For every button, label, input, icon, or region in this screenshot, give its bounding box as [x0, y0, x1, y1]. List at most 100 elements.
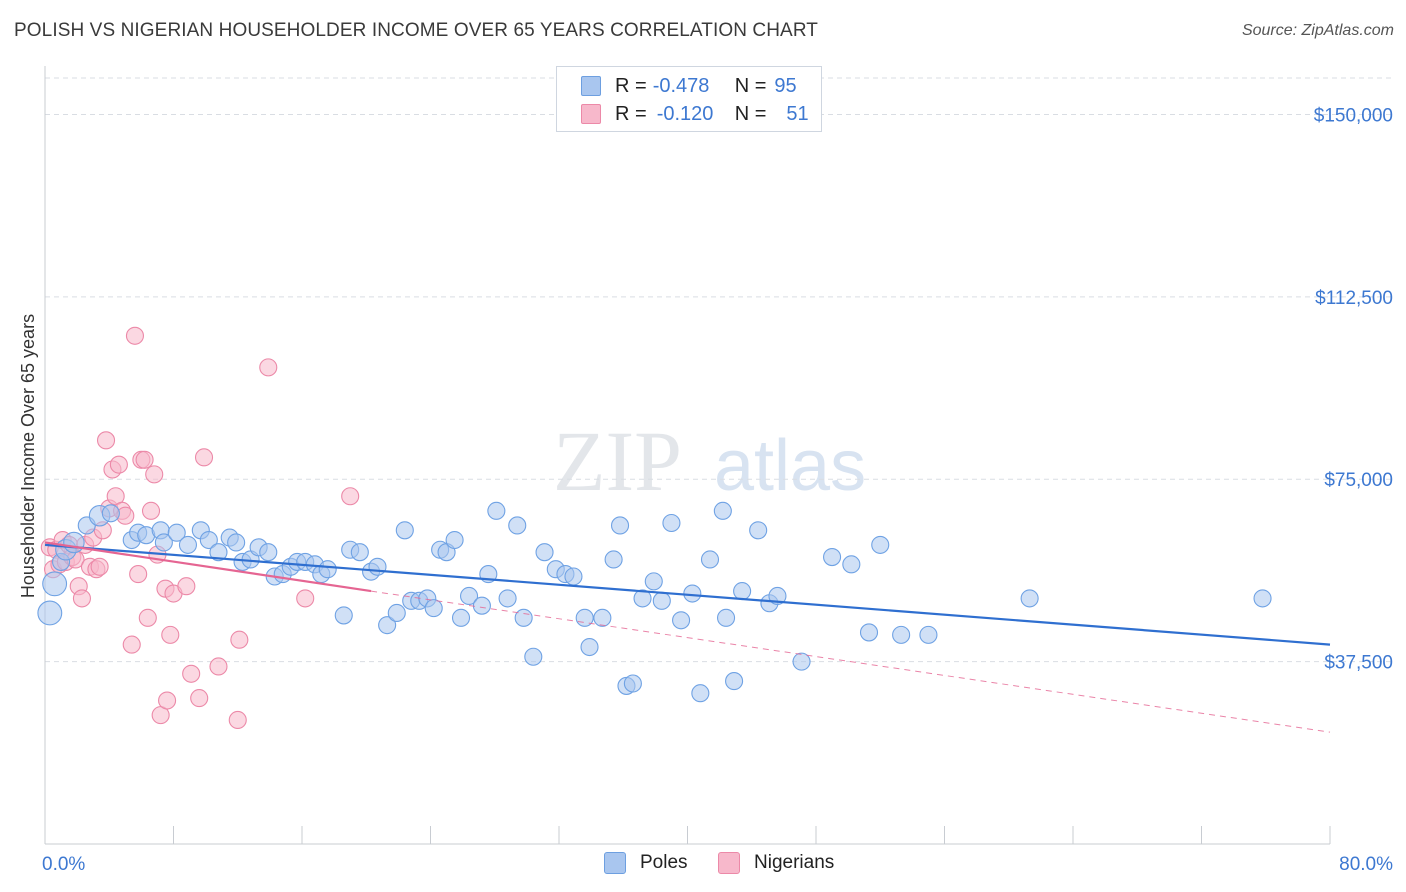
poles-point — [227, 533, 246, 552]
nigerians-point — [122, 635, 141, 654]
poles-point — [259, 543, 278, 562]
n-label: N = — [734, 102, 767, 125]
poles-point — [604, 550, 623, 569]
poles-point — [683, 584, 702, 603]
nigerians-point — [158, 691, 177, 710]
poles-legend-label: Poles — [640, 852, 688, 873]
y-tick-label: $37,500 — [1324, 653, 1393, 674]
nigerians-trend-extension — [370, 590, 1331, 733]
poles-point — [472, 596, 491, 615]
poles-point — [459, 586, 479, 606]
nigerians-point — [177, 577, 196, 596]
legend-item-nigerians[interactable]: Nigerians — [718, 852, 834, 874]
poles-swatch — [581, 76, 601, 96]
nigerians-point — [90, 557, 109, 576]
poles-point — [334, 606, 353, 625]
x-tick-label-max: 80.0% — [1339, 854, 1393, 875]
n-label: N = — [734, 74, 767, 97]
poles-point — [387, 603, 406, 623]
poles-point — [700, 550, 720, 569]
poles-point — [733, 582, 752, 601]
poles-legend-swatch — [604, 852, 626, 874]
poles-point — [167, 523, 186, 542]
nigerians-point — [209, 657, 228, 676]
poles-n-value: 95 — [774, 74, 797, 97]
source-label: Source: ZipAtlas.com — [1241, 22, 1394, 39]
watermark-zip: ZIP — [553, 413, 682, 509]
nigerians-point — [129, 565, 148, 584]
nigerians-legend-label: Nigerians — [754, 852, 835, 873]
poles-point — [209, 543, 228, 562]
nigerians-point — [145, 465, 164, 484]
axis-labels: $37,500 $75,000 $112,500 $150,000 0.0% 80.0% H… — [18, 105, 1393, 875]
nigerians-n-value: 51 — [786, 102, 809, 125]
poles-point — [535, 543, 554, 562]
y-axis-label: Householder Income Over 65 years — [18, 314, 38, 598]
poles-point — [633, 589, 652, 608]
poles-point — [768, 586, 787, 606]
poles-point — [580, 637, 599, 657]
poles-point — [792, 652, 811, 671]
nigerians-point — [230, 630, 249, 649]
nigerians-point — [341, 487, 360, 506]
poles-point — [1253, 589, 1272, 608]
nigerians-point — [182, 664, 201, 683]
poles-point — [37, 600, 63, 626]
nigerians-point — [135, 450, 154, 469]
trend-lines — [44, 541, 1331, 733]
poles-point — [451, 608, 471, 627]
poles-point — [101, 504, 120, 523]
nigerians-legend-swatch — [718, 852, 740, 874]
r-label: R = — [615, 102, 647, 125]
poles-point — [652, 591, 671, 610]
nigerians-point — [72, 589, 91, 608]
grid — [45, 77, 1394, 663]
legend-item-poles[interactable]: Poles — [604, 852, 688, 874]
nigerians-point — [96, 431, 116, 450]
poles-point — [445, 530, 464, 550]
chart-title: POLISH VS NIGERIAN HOUSEHOLDER INCOME OV… — [14, 20, 819, 41]
stats-legend: R = -0.478 N = 95 R = -0.120 N = 51 — [556, 66, 822, 132]
nigerians-point — [125, 326, 144, 345]
poles-point — [593, 608, 612, 627]
poles-point — [178, 535, 198, 554]
poles-point — [610, 516, 630, 535]
y-tick-label: $150,000 — [1314, 105, 1393, 126]
y-tick-label: $75,000 — [1324, 470, 1393, 491]
poles-point — [871, 535, 890, 554]
poles-point — [672, 611, 691, 630]
poles-point — [749, 521, 768, 540]
poles-point — [378, 616, 397, 635]
poles-point — [508, 516, 527, 535]
poles-point — [644, 572, 663, 591]
poles-point — [725, 672, 744, 691]
poles-point — [859, 623, 879, 642]
watermark: ZIP atlas — [553, 413, 866, 509]
poles-point — [691, 684, 710, 703]
poles-point — [823, 548, 842, 567]
nigerians-swatch — [581, 104, 601, 124]
poles-point — [1020, 589, 1039, 608]
nigerians-point — [141, 501, 161, 520]
poles-point — [199, 530, 218, 550]
poles-point — [424, 599, 443, 618]
nigerians-r-value: -0.120 — [656, 102, 714, 125]
poles-point — [350, 543, 369, 562]
poles-point — [524, 647, 543, 666]
nigerians-point — [259, 358, 278, 377]
nigerians-point — [161, 625, 180, 644]
poles-point — [892, 625, 911, 644]
poles-point — [919, 625, 938, 644]
poles-point — [662, 513, 681, 533]
nigerians-point — [138, 608, 157, 627]
nigerians-point — [109, 455, 128, 474]
axes — [44, 66, 1331, 845]
poles-point — [368, 557, 387, 576]
nigerians-point — [194, 448, 214, 467]
poles-point — [318, 560, 337, 579]
nigerians-point — [190, 689, 209, 708]
poles-point — [63, 531, 85, 554]
y-tick-label: $112,500 — [1315, 288, 1393, 309]
poles-point — [514, 608, 533, 627]
